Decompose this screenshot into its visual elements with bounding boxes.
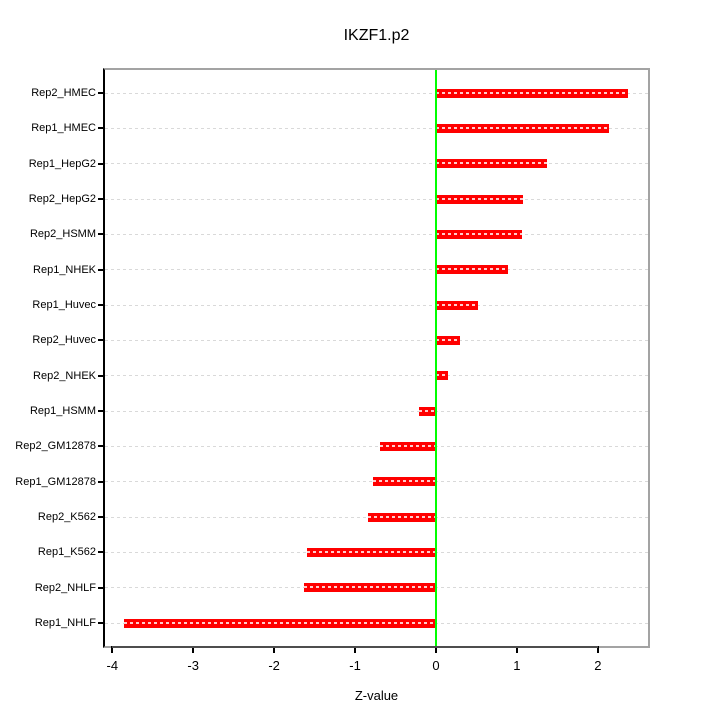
y-axis-label: Rep2_NHLF [34, 581, 96, 594]
y-axis-tick [98, 127, 105, 130]
x-axis-tick [192, 646, 195, 653]
bar [435, 265, 508, 275]
bar [372, 477, 436, 487]
y-axis-label: Rep2_NHEK [33, 369, 96, 382]
y-axis-tick [98, 162, 105, 165]
bar [368, 512, 436, 522]
bar [435, 123, 610, 133]
x-axis-tick-label: -2 [268, 658, 280, 673]
bar [380, 441, 436, 451]
bar-grid-overlay [435, 197, 523, 200]
bar-grid-overlay [435, 162, 547, 165]
bar-grid-overlay [435, 126, 610, 129]
bar [435, 371, 449, 381]
y-axis-label: Rep1_NHEK [33, 263, 96, 276]
y-axis-label: Rep1_K562 [37, 546, 96, 559]
y-axis-tick [98, 374, 105, 377]
y-axis-label: Rep1_HepG2 [28, 157, 96, 170]
gridline [105, 445, 648, 447]
chart-title: IKZF1.p2 [343, 27, 410, 44]
x-axis-tick-label: -4 [106, 658, 119, 673]
zero-reference-line [434, 70, 437, 646]
y-axis-tick [98, 198, 105, 200]
bar-grid-overlay [380, 444, 436, 447]
gridline [105, 198, 648, 200]
bar [307, 547, 436, 557]
y-axis-tick [98, 551, 105, 554]
gridline [105, 127, 648, 129]
gridline [105, 410, 648, 412]
plot-area [103, 68, 650, 648]
x-axis-tick-label: -3 [187, 658, 199, 673]
x-axis-tick [434, 646, 437, 653]
gridline [105, 375, 648, 377]
bar [435, 300, 479, 310]
bar-grid-overlay [123, 621, 436, 624]
bar-grid-overlay [435, 268, 508, 271]
bar [435, 159, 547, 169]
y-axis-tick [98, 445, 105, 448]
bar-grid-overlay [368, 515, 436, 518]
bar-grid-overlay [435, 91, 628, 94]
bar [418, 406, 436, 416]
x-axis-line [112, 646, 598, 648]
bar-grid-overlay [435, 303, 479, 306]
y-axis-tick [98, 92, 105, 94]
bar [304, 583, 436, 593]
bar [435, 229, 522, 239]
bar-grid-overlay [435, 338, 461, 341]
x-axis-tick-label: 2 [594, 658, 602, 673]
bar-grid-overlay [304, 586, 436, 589]
bar-grid-overlay [435, 374, 449, 377]
bar [123, 618, 436, 628]
y-axis-label: Rep1_HSMM [29, 405, 96, 417]
y-axis-label: Rep2_HMEC [31, 87, 96, 99]
x-axis-tick [273, 646, 276, 653]
gridline [105, 92, 648, 94]
y-axis-label: Rep1_NHLF [34, 617, 96, 629]
y-axis-label: Rep2_HepG2 [28, 193, 96, 205]
x-axis-tick-label: 0 [432, 658, 440, 673]
gridline [105, 163, 648, 165]
y-axis-tick [98, 586, 105, 589]
x-axis-tick [596, 646, 599, 653]
gridline [105, 339, 648, 341]
y-axis-label: Rep1_Huvec [32, 299, 96, 311]
x-axis-tick-label: 1 [513, 658, 521, 673]
bar-grid-overlay [435, 232, 522, 235]
bar [435, 194, 523, 204]
bar [435, 335, 461, 345]
y-axis-tick [98, 304, 105, 306]
y-axis-tick [98, 339, 105, 342]
bar-grid-overlay [372, 480, 436, 483]
y-axis-label: Rep1_GM12878 [15, 475, 96, 488]
x-axis-tick [354, 646, 357, 653]
y-axis-label: Rep2_K562 [37, 511, 96, 523]
y-axis-label: Rep1_HMEC [31, 122, 96, 135]
x-axis-tick [515, 646, 518, 653]
x-axis-tick-label: -1 [349, 658, 361, 673]
gridline [105, 269, 648, 271]
y-axis-label: Rep2_GM12878 [15, 440, 96, 453]
y-axis-label: Rep2_Huvec [32, 334, 96, 347]
gridline [105, 304, 648, 306]
y-axis-tick [98, 268, 105, 271]
y-axis-tick [98, 480, 105, 483]
y-axis-tick [98, 516, 105, 518]
x-axis-title: Z-value [354, 688, 399, 703]
bar [435, 88, 628, 98]
y-axis-label: Rep2_HSMM [29, 228, 96, 241]
bar-grid-overlay [307, 550, 436, 553]
y-axis-tick [98, 622, 105, 624]
bar-grid-overlay [418, 409, 436, 412]
y-axis-tick [98, 233, 105, 236]
gridline [105, 233, 648, 235]
x-axis-tick [111, 646, 114, 653]
y-axis-tick [98, 410, 105, 412]
